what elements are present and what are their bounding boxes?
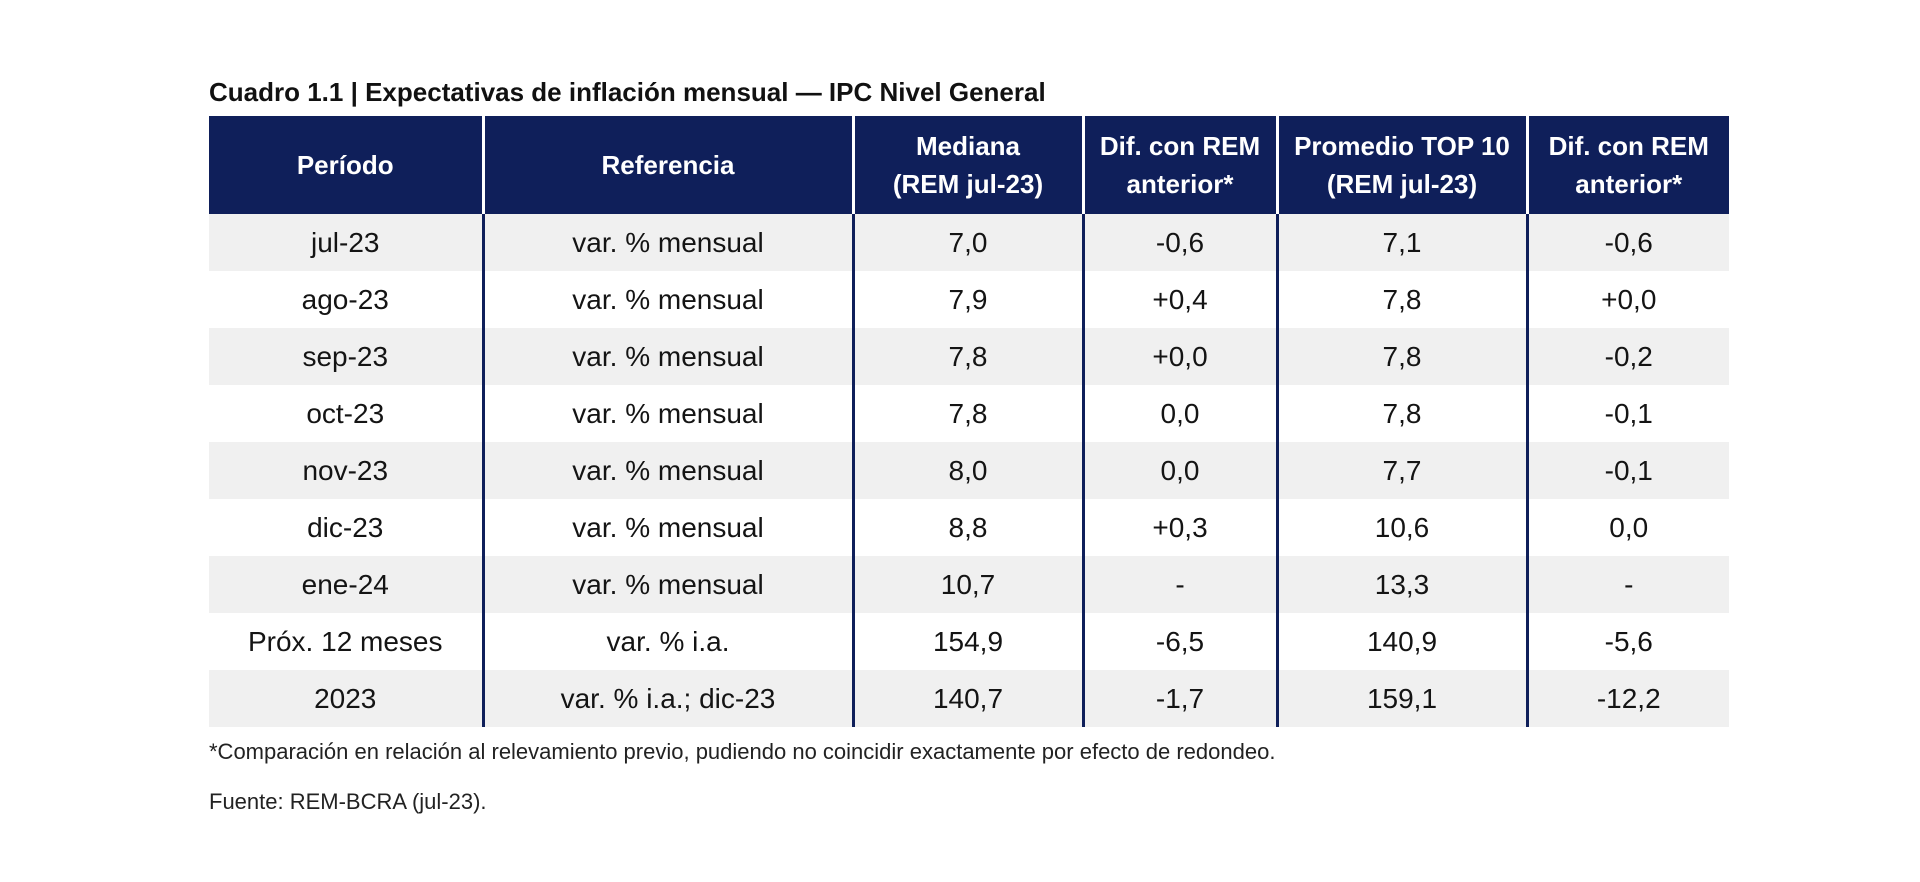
- table-body: jul-23 var. % mensual 7,0 -0,6 7,1 -0,6 ago-23…: [209, 214, 1729, 727]
- cell-dif-mediana: -0,6: [1081, 214, 1277, 271]
- cell-mediana: 140,7: [851, 670, 1083, 727]
- cell-dif-top10: 0,0: [1525, 499, 1729, 556]
- cell-referencia: var. % mensual: [481, 214, 853, 271]
- table-row: ene-24 var. % mensual 10,7-13,3-: [209, 556, 1729, 613]
- cell-promedio-top10: 7,8: [1275, 328, 1527, 385]
- cell-periodo: ene-24: [209, 556, 483, 613]
- cell-mediana: 154,9: [851, 613, 1083, 670]
- source-note: Fuente: REM-BCRA (jul-23).: [209, 789, 487, 814]
- table-row: ago-23 var. % mensual 7,9 +0,4 7,8 +0,0: [209, 271, 1729, 328]
- header-mediana-line1: Mediana: [915, 131, 1021, 161]
- cell-dif-mediana: +0,4: [1081, 271, 1277, 328]
- cell-dif-top10: -0,1: [1525, 385, 1729, 442]
- header-promedio-top10: Promedio TOP 10 (REM jul-23): [1275, 116, 1527, 214]
- table-title: Cuadro 1.1 | Expectativas de inflación m…: [209, 77, 1046, 107]
- cell-dif-mediana: +0,3: [1081, 499, 1277, 556]
- cell-periodo: 2023: [209, 670, 483, 727]
- cell-periodo: sep-23: [209, 328, 483, 385]
- table-row: Próx. 12 meses var. % i.a. 154,9 -6,5 140,9-…: [209, 613, 1729, 670]
- cell-periodo: Próx. 12 meses: [209, 613, 483, 670]
- cell-referencia: var. % mensual: [481, 385, 853, 442]
- cell-dif-top10: -0,2: [1525, 328, 1729, 385]
- cell-promedio-top10: 7,7: [1275, 442, 1527, 499]
- cell-dif-top10: -12,2: [1525, 670, 1729, 727]
- cell-periodo: nov-23: [209, 442, 483, 499]
- header-referencia: Referencia: [481, 116, 853, 214]
- cell-referencia: var. % i.a.; dic-23: [481, 670, 853, 727]
- cell-dif-top10: -5,6: [1525, 613, 1729, 670]
- cell-referencia: var. % mensual: [481, 328, 853, 385]
- cell-mediana: 8,8: [851, 499, 1083, 556]
- cell-mediana: 7,8: [851, 328, 1083, 385]
- cell-periodo: jul-23: [209, 214, 483, 271]
- table-header: Período Referencia Mediana (REM jul-23) …: [209, 116, 1729, 214]
- cell-periodo: ago-23: [209, 271, 483, 328]
- cell-dif-mediana: -6,5: [1081, 613, 1277, 670]
- cell-dif-mediana: -: [1081, 556, 1277, 613]
- header-mediana-line2: (REM jul-23): [892, 169, 1044, 199]
- cell-mediana: 8,0: [851, 442, 1083, 499]
- header-dif-top10-line1: Dif. con REM: [1548, 131, 1709, 161]
- table-row: oct-23 var. % mensual 7,8 0,0 7,8 -0,1: [209, 385, 1729, 442]
- header-dif-mediana: Dif. con REM anterior*: [1081, 116, 1277, 214]
- cell-promedio-top10: 159,1: [1275, 670, 1527, 727]
- cell-promedio-top10: 7,8: [1275, 271, 1527, 328]
- cell-referencia: var. % mensual: [481, 556, 853, 613]
- cell-mediana: 7,8: [851, 385, 1083, 442]
- table-row: dic-23 var. % mensual 8,8 +0,3 10,6 0,0: [209, 499, 1729, 556]
- cell-promedio-top10: 7,1: [1275, 214, 1527, 271]
- table-container: Cuadro 1.1 | Expectativas de inflación m…: [209, 72, 1729, 819]
- cell-promedio-top10: 10,6: [1275, 499, 1527, 556]
- header-dif-top10-line2: anterior*: [1575, 169, 1683, 199]
- cell-promedio-top10: 7,8: [1275, 385, 1527, 442]
- cell-promedio-top10: 13,3: [1275, 556, 1527, 613]
- cell-dif-top10: -0,6: [1525, 214, 1729, 271]
- cell-promedio-top10: 140,9: [1275, 613, 1527, 670]
- header-dif-mediana-line1: Dif. con REM: [1099, 131, 1261, 161]
- footnote: *Comparación en relación al relevamiento…: [209, 739, 1276, 764]
- cell-periodo: dic-23: [209, 499, 483, 556]
- header-mediana: Mediana (REM jul-23): [851, 116, 1083, 214]
- cell-dif-mediana: 0,0: [1081, 442, 1277, 499]
- cell-dif-top10: +0,0: [1525, 271, 1729, 328]
- table-row: 2023 var. % i.a.; dic-23 140,7 -1,7 159,1 -12…: [209, 670, 1729, 727]
- header-promedio-line2: (REM jul-23): [1326, 169, 1478, 199]
- header-periodo-label: Período: [296, 150, 394, 180]
- table-row: sep-23 var. % mensual 7,8 +0,0 7,8 -0,2: [209, 328, 1729, 385]
- cell-dif-mediana: +0,0: [1081, 328, 1277, 385]
- cell-periodo: oct-23: [209, 385, 483, 442]
- cell-referencia: var. % mensual: [481, 499, 853, 556]
- table-row: nov-23 var. % mensual 8,0 0,0 7,7 -0,1: [209, 442, 1729, 499]
- cell-mediana: 7,9: [851, 271, 1083, 328]
- cell-dif-mediana: 0,0: [1081, 385, 1277, 442]
- cell-dif-top10: -: [1525, 556, 1729, 613]
- cell-referencia: var. % mensual: [481, 271, 853, 328]
- cell-referencia: var. % mensual: [481, 442, 853, 499]
- header-row: Período Referencia Mediana (REM jul-23) …: [209, 116, 1729, 214]
- cell-dif-top10: -0,1: [1525, 442, 1729, 499]
- header-periodo: Período: [209, 116, 483, 214]
- cell-mediana: 10,7: [851, 556, 1083, 613]
- cell-referencia: var. % i.a.: [481, 613, 853, 670]
- table-row: jul-23 var. % mensual 7,0 -0,6 7,1 -0,6: [209, 214, 1729, 271]
- header-dif-mediana-line2: anterior*: [1126, 169, 1234, 199]
- header-promedio-line1: Promedio TOP 10: [1294, 131, 1510, 161]
- inflation-expectations-table: Período Referencia Mediana (REM jul-23) …: [209, 116, 1729, 727]
- header-referencia-label: Referencia: [601, 150, 735, 180]
- cell-dif-mediana: -1,7: [1081, 670, 1277, 727]
- header-dif-top10: Dif. con REM anterior*: [1525, 116, 1729, 214]
- cell-mediana: 7,0: [851, 214, 1083, 271]
